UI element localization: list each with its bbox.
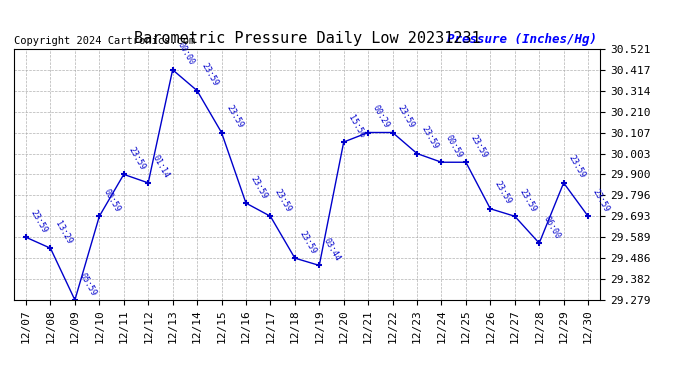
Text: 00:59: 00:59 [444, 133, 464, 159]
Text: 23:59: 23:59 [297, 229, 318, 255]
Text: 00:29: 00:29 [371, 104, 391, 130]
Text: 23:59: 23:59 [29, 209, 49, 234]
Text: 23:59: 23:59 [126, 146, 147, 172]
Text: 23:59: 23:59 [518, 188, 538, 213]
Text: 23:59: 23:59 [566, 154, 586, 180]
Text: 23:59: 23:59 [273, 188, 293, 213]
Text: 23:59: 23:59 [469, 133, 489, 159]
Title: Barometric Pressure Daily Low 20231231: Barometric Pressure Daily Low 20231231 [134, 31, 480, 46]
Text: 23:59: 23:59 [591, 188, 611, 213]
Text: 00:00: 00:00 [175, 41, 196, 67]
Text: 05:59: 05:59 [78, 271, 98, 297]
Text: 23:59: 23:59 [395, 104, 415, 130]
Text: 01:14: 01:14 [151, 154, 171, 180]
Text: 13:29: 13:29 [53, 219, 74, 245]
Text: 15:56: 15:56 [346, 113, 367, 139]
Text: 03:44: 03:44 [322, 237, 342, 262]
Text: 23:59: 23:59 [248, 174, 269, 200]
Text: 23:59: 23:59 [224, 104, 244, 130]
Text: 06:00: 06:00 [542, 214, 562, 240]
Text: 23:59: 23:59 [200, 62, 220, 88]
Text: 00:59: 00:59 [102, 188, 122, 213]
Text: Copyright 2024 Cartronics.com: Copyright 2024 Cartronics.com [14, 36, 195, 46]
Text: 23:59: 23:59 [493, 180, 513, 206]
Text: Pressure (Inches/Hg): Pressure (Inches/Hg) [447, 33, 598, 46]
Text: 23:59: 23:59 [420, 124, 440, 151]
